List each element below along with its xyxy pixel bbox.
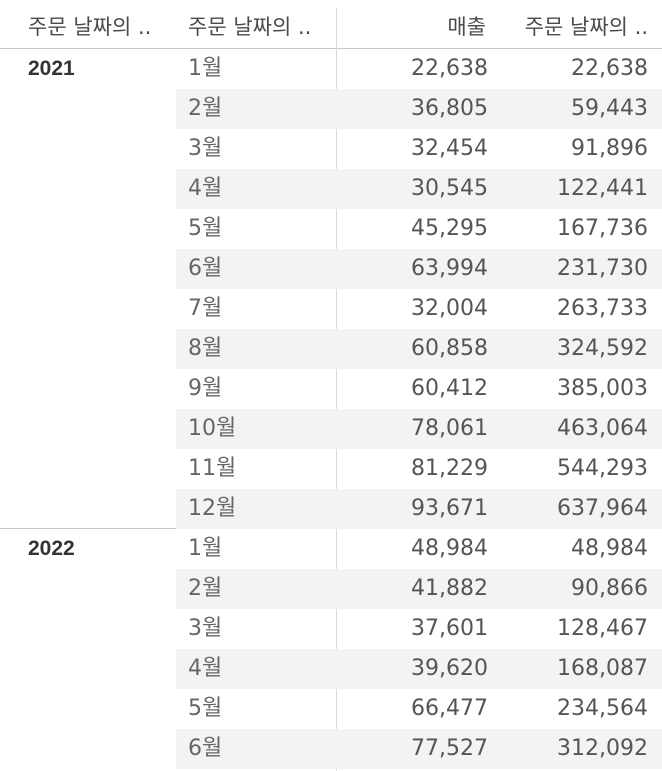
cumulative-cell: 324,592	[557, 336, 648, 361]
month-cell: 3월	[188, 136, 223, 161]
month-cell: 9월	[188, 376, 223, 401]
sales-cell: 30,545	[411, 176, 488, 201]
table-row[interactable]: 5월 66,477 234,564	[176, 689, 662, 729]
cumulative-cell: 22,638	[571, 56, 648, 81]
month-cell: 12월	[188, 496, 237, 521]
sales-cell: 48,984	[411, 536, 488, 561]
month-cell: 2월	[188, 576, 223, 601]
cumulative-cell: 168,087	[557, 656, 648, 681]
sales-cell: 32,004	[411, 296, 488, 321]
header-cumulative-sales[interactable]: 주문 날짜의 ..	[524, 15, 648, 39]
month-cell: 2월	[188, 96, 223, 121]
month-cell: 6월	[188, 256, 223, 281]
sales-cell: 32,454	[411, 136, 488, 161]
sales-cell: 63,994	[411, 256, 488, 281]
table-row[interactable]: 6월 77,527 312,092	[176, 729, 662, 769]
month-cell: 11월	[188, 456, 237, 481]
sales-cell: 60,412	[411, 376, 488, 401]
table-row[interactable]: 2월 36,805 59,443	[176, 89, 662, 129]
row-band	[176, 169, 662, 209]
sales-cell: 78,061	[411, 416, 488, 441]
table-row[interactable]: 3월 37,601 128,467	[176, 609, 662, 649]
month-cell: 5월	[188, 696, 223, 721]
cumulative-cell: 312,092	[557, 736, 648, 761]
sales-cell: 93,671	[411, 496, 488, 521]
table-row[interactable]: 11월 81,229 544,293	[176, 449, 662, 489]
cumulative-cell: 231,730	[557, 256, 648, 281]
sales-cell: 45,295	[411, 216, 488, 241]
header-order-date-year[interactable]: 주문 날짜의 ..	[28, 15, 152, 39]
sales-cell: 81,229	[411, 456, 488, 481]
table-row[interactable]: 4월 30,545 122,441	[176, 169, 662, 209]
month-cell: 3월	[188, 616, 223, 641]
header-sales[interactable]: 매출	[447, 15, 486, 39]
table-row[interactable]: 7월 32,004 263,733	[176, 289, 662, 329]
row-band	[176, 489, 662, 529]
cumulative-cell: 128,467	[557, 616, 648, 641]
table-row[interactable]: 4월 39,620 168,087	[176, 649, 662, 689]
sales-cell: 60,858	[411, 336, 488, 361]
month-cell: 8월	[188, 336, 223, 361]
table-row[interactable]: 1월 48,984 48,984	[176, 529, 662, 569]
table-row[interactable]: 9월 60,412 385,003	[176, 369, 662, 409]
month-cell: 7월	[188, 296, 223, 321]
cumulative-cell: 544,293	[557, 456, 648, 481]
cumulative-cell: 385,003	[557, 376, 648, 401]
table-row[interactable]: 3월 32,454 91,896	[176, 129, 662, 169]
sales-cell: 36,805	[411, 96, 488, 121]
cumulative-cell: 59,443	[571, 96, 648, 121]
row-band	[176, 329, 662, 369]
month-cell: 5월	[188, 216, 223, 241]
month-cell: 4월	[188, 176, 223, 201]
month-cell: 6월	[188, 736, 223, 761]
sales-cell: 66,477	[411, 696, 488, 721]
cumulative-cell: 90,866	[571, 576, 648, 601]
cumulative-cell: 122,441	[557, 176, 648, 201]
month-cell: 1월	[188, 536, 223, 561]
cumulative-cell: 637,964	[557, 496, 648, 521]
table-row[interactable]: 8월 60,858 324,592	[176, 329, 662, 369]
month-cell: 4월	[188, 656, 223, 681]
table-row[interactable]: 2월 41,882 90,866	[176, 569, 662, 609]
header-divider	[0, 48, 662, 49]
cumulative-cell: 463,064	[557, 416, 648, 441]
cumulative-cell: 48,984	[571, 536, 648, 561]
sales-cell: 41,882	[411, 576, 488, 601]
header-order-date-month[interactable]: 주문 날짜의 ..	[188, 15, 312, 39]
table-row[interactable]: 6월 63,994 231,730	[176, 249, 662, 289]
column-divider	[336, 8, 337, 771]
month-cell: 10월	[188, 416, 237, 441]
row-band	[176, 409, 662, 449]
cumulative-cell: 167,736	[557, 216, 648, 241]
month-cell: 1월	[188, 56, 223, 81]
table-row[interactable]: 10월 78,061 463,064	[176, 409, 662, 449]
sales-cell: 22,638	[411, 56, 488, 81]
sales-cell: 37,601	[411, 616, 488, 641]
table-row[interactable]: 12월 93,671 637,964	[176, 489, 662, 529]
table-row[interactable]: 1월 22,638 22,638	[176, 49, 662, 89]
sales-cell: 77,527	[411, 736, 488, 761]
row-band	[176, 649, 662, 689]
row-band	[176, 249, 662, 289]
row-band	[176, 569, 662, 609]
row-band	[176, 729, 662, 769]
year-cell[interactable]: 2022	[28, 537, 75, 560]
sales-cell: 39,620	[411, 656, 488, 681]
cumulative-cell: 263,733	[557, 296, 648, 321]
row-band	[176, 89, 662, 129]
cumulative-cell: 234,564	[557, 696, 648, 721]
table-row[interactable]: 5월 45,295 167,736	[176, 209, 662, 249]
cumulative-cell: 91,896	[571, 136, 648, 161]
year-cell[interactable]: 2021	[28, 57, 75, 80]
